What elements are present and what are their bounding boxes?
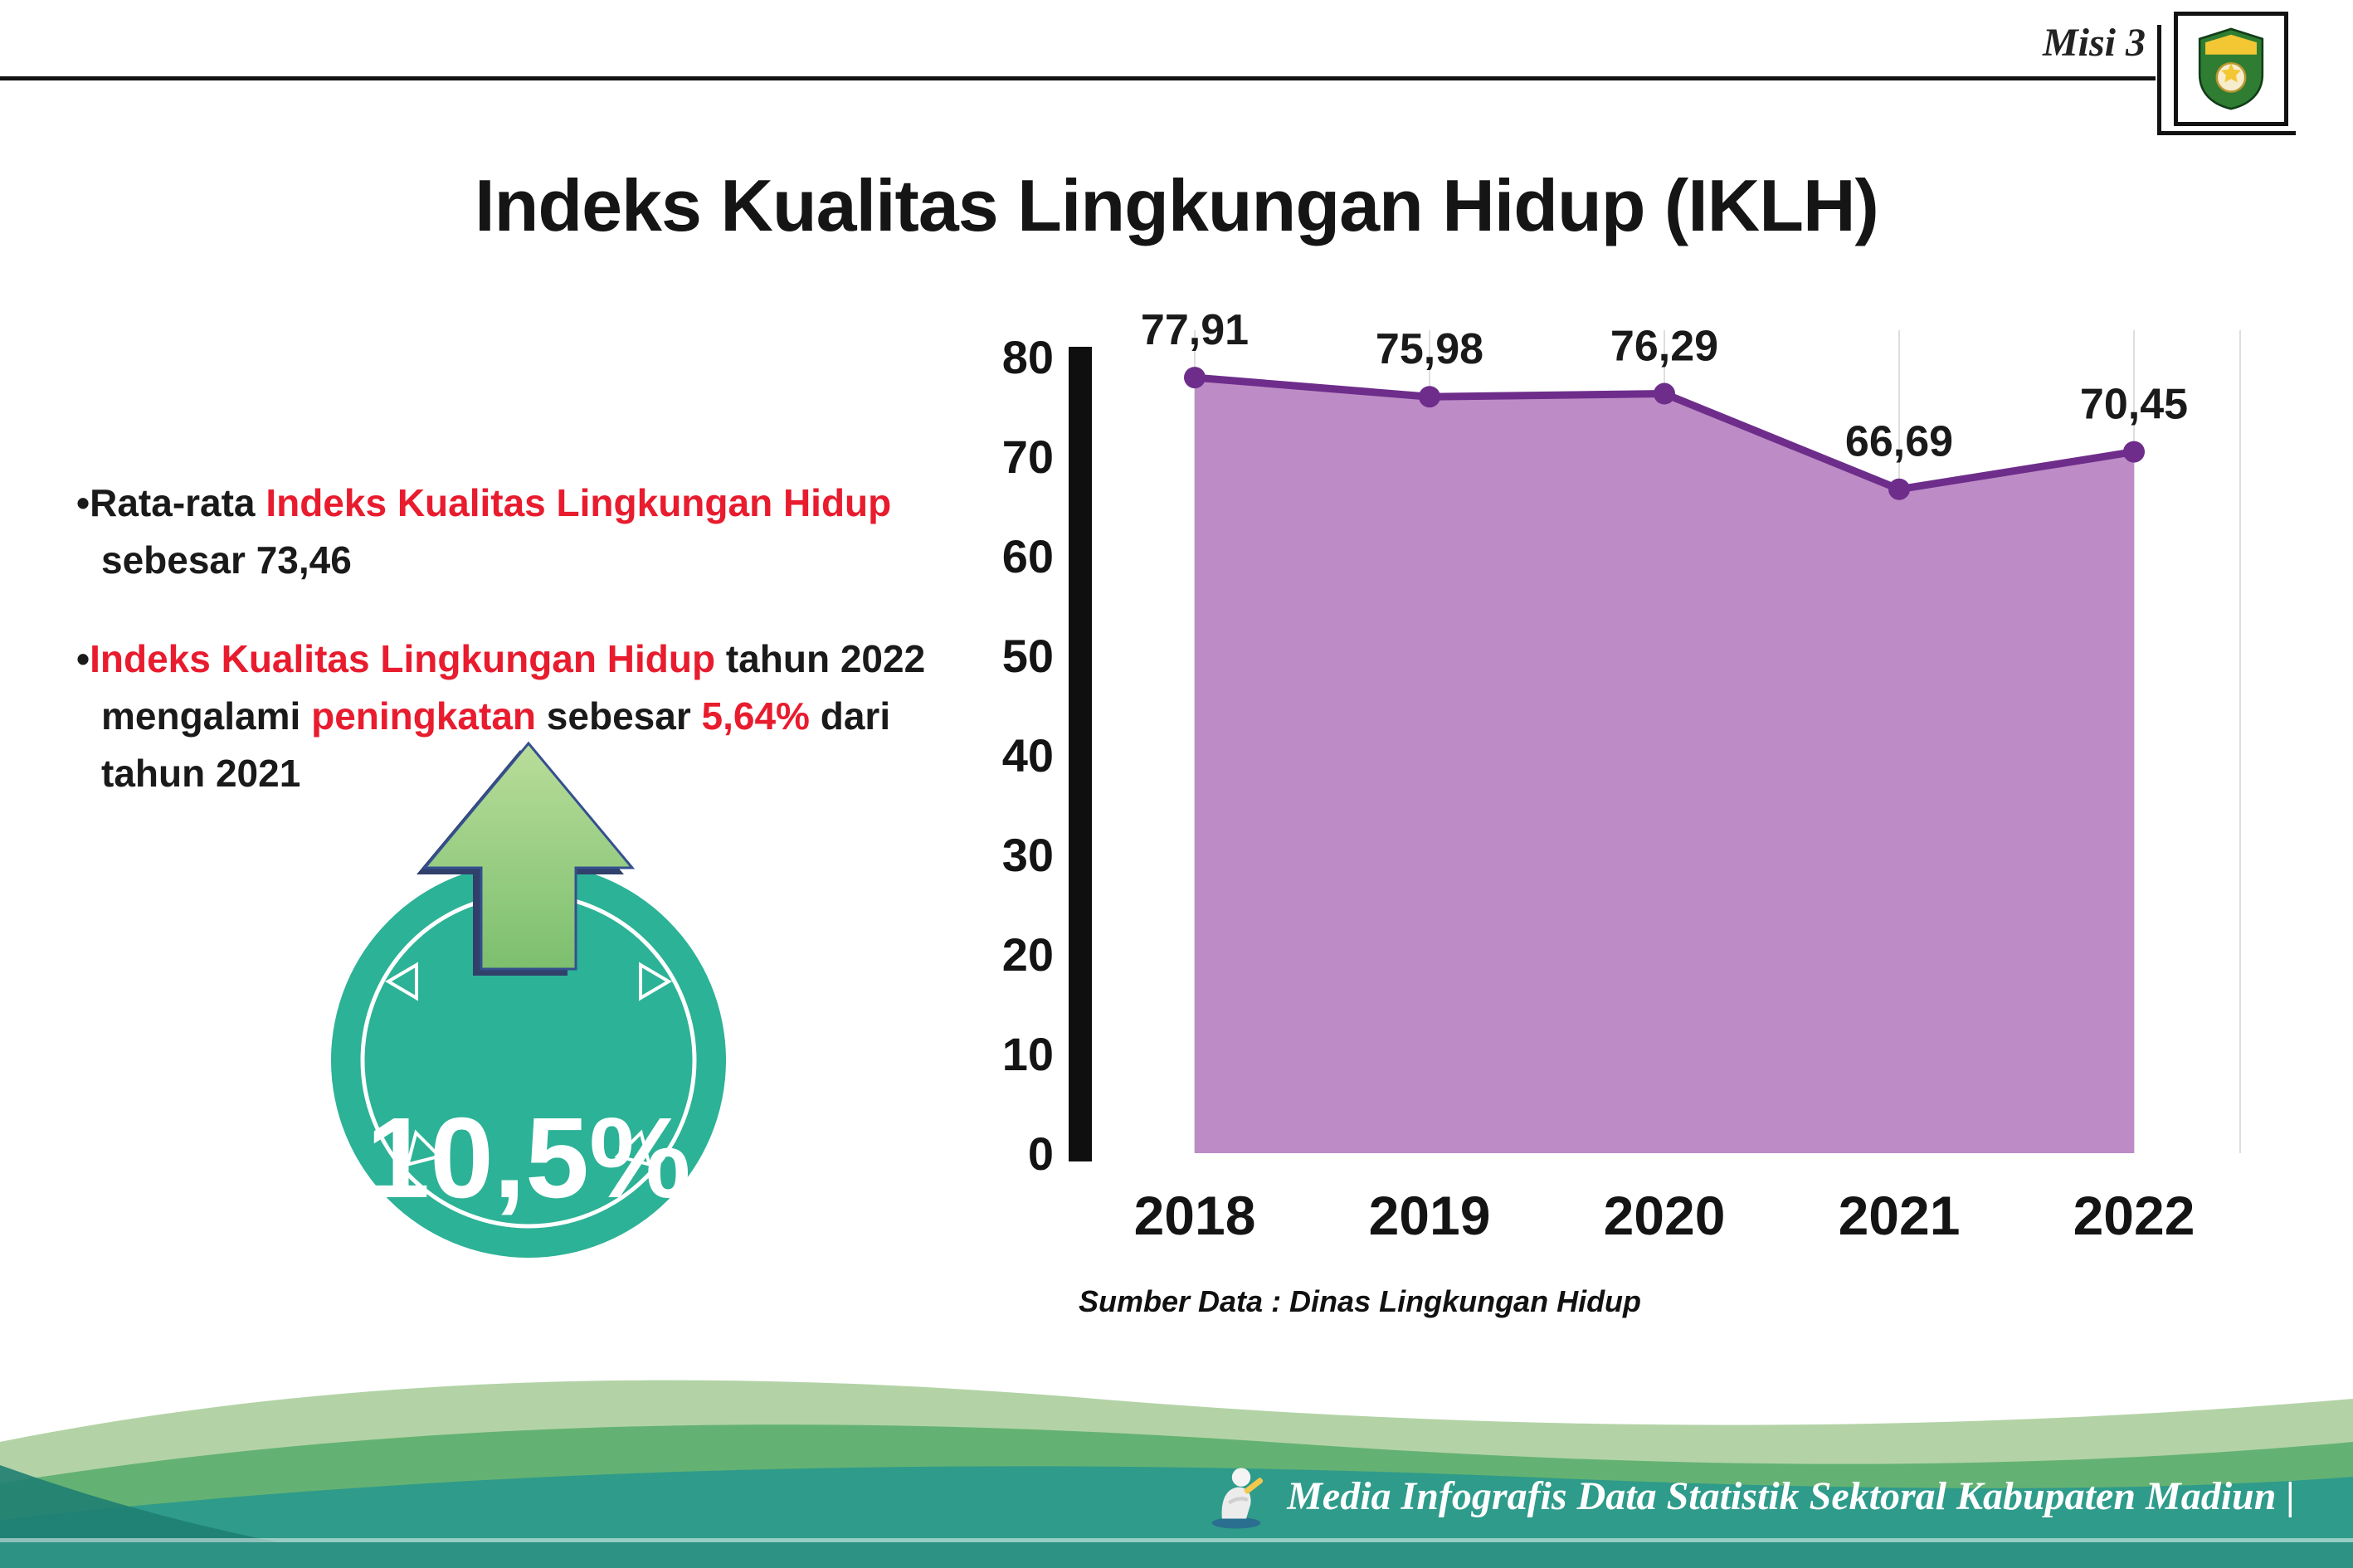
y-tick-label: 80 <box>1002 331 1054 383</box>
footer: Media Infografis Data Statistik Sektoral… <box>1201 1460 2295 1531</box>
increase-badge-graphic: 10,5% <box>331 741 726 1258</box>
text-segment: tahun 2022 mengalami <box>101 637 926 738</box>
data-label: 66,69 <box>1845 418 1953 466</box>
text-segment: Rata-rata <box>90 481 266 524</box>
ring-triangle-icon <box>385 962 418 1001</box>
iklh-area-chart-svg: 77,91 75,98 76,29 66,69 70,45 0 10 20 30 40 50 60 70… <box>1002 306 2241 1246</box>
text-segment: Indeks Kualitas Lingkungan Hidup <box>266 481 892 524</box>
y-tick-label: 70 <box>1002 431 1054 483</box>
iklh-area-chart: 77,91 75,98 76,29 66,69 70,45 0 10 20 30 40 50 60 70… <box>979 299 2273 1294</box>
x-tick-label: 2021 <box>1839 1185 1961 1246</box>
bullet-item: •Indeks Kualitas Lingkungan Hidup tahun … <box>76 631 968 802</box>
area-fill <box>1195 377 2134 1153</box>
writer-mascot-icon <box>1211 1468 1264 1529</box>
bullet-item: •Rata-rata Indeks Kualitas Lingkungan Hi… <box>76 475 968 589</box>
increase-badge: 10,5% <box>309 728 748 1272</box>
y-tick-label: 0 <box>1028 1127 1054 1180</box>
x-tick-label: 2022 <box>2073 1185 2195 1246</box>
y-tick-label: 20 <box>1002 928 1054 981</box>
data-label: 75,98 <box>1376 325 1483 373</box>
text-segment: Indeks Kualitas Lingkungan Hidup <box>90 637 716 680</box>
up-arrow-icon <box>421 741 636 971</box>
data-point <box>2123 441 2145 463</box>
x-tick-label: 2019 <box>1369 1185 1491 1246</box>
data-label: 76,29 <box>1610 323 1718 371</box>
ring-triangle-icon <box>639 962 672 1001</box>
data-label: 77,91 <box>1141 306 1249 354</box>
x-tick-label: 2018 <box>1134 1185 1256 1246</box>
page-title: Indeks Kualitas Lingkungan Hidup (IKLH) <box>475 163 1879 246</box>
text-segment: peningkatan <box>311 694 537 738</box>
footer-text: Media Infografis Data Statistik Sektoral… <box>1287 1473 2295 1518</box>
badge-value: 10,5% <box>366 1094 690 1222</box>
text-segment: sebesar 73,46 <box>101 538 352 582</box>
text-segment: dari tahun 2021 <box>101 694 891 795</box>
bullet-list: •Rata-rata Indeks Kualitas Lingkungan Hi… <box>76 475 968 844</box>
misi-label: Misi 3 <box>2042 21 2146 65</box>
text-segment: 5,64% <box>701 694 810 738</box>
y-tick-label: 30 <box>1002 829 1054 881</box>
footer-waves <box>0 1380 2353 1568</box>
bullet-marker: • <box>76 481 90 524</box>
data-point <box>1654 382 1675 405</box>
text-segment: sebesar <box>536 694 702 738</box>
kabupaten-madiun-logo <box>2174 12 2288 126</box>
data-point <box>1888 478 1910 500</box>
y-tick-label: 60 <box>1002 530 1054 582</box>
header-rule <box>0 76 2156 80</box>
y-axis-bar <box>1069 347 1092 1161</box>
chart-source: Sumber Data : Dinas Lingkungan Hidup <box>1079 1284 1642 1318</box>
y-tick-label: 10 <box>1002 1028 1054 1080</box>
data-point <box>1419 386 1440 408</box>
y-tick-label: 50 <box>1002 630 1054 682</box>
logo-bracket <box>2157 25 2296 135</box>
y-tick-label: 40 <box>1002 729 1054 782</box>
ring-triangle-icon <box>405 1129 443 1167</box>
data-point <box>1184 367 1206 389</box>
bullet-marker: • <box>76 637 90 680</box>
x-tick-label: 2020 <box>1604 1185 1726 1246</box>
kabupaten-madiun-crest-icon <box>2198 27 2264 110</box>
data-label: 70,45 <box>2080 381 2188 429</box>
ring-triangle-icon <box>614 1129 652 1167</box>
